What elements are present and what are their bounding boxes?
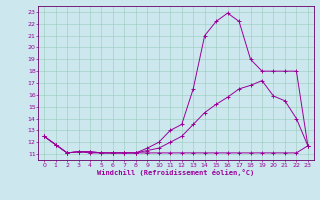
- X-axis label: Windchill (Refroidissement éolien,°C): Windchill (Refroidissement éolien,°C): [97, 169, 255, 176]
